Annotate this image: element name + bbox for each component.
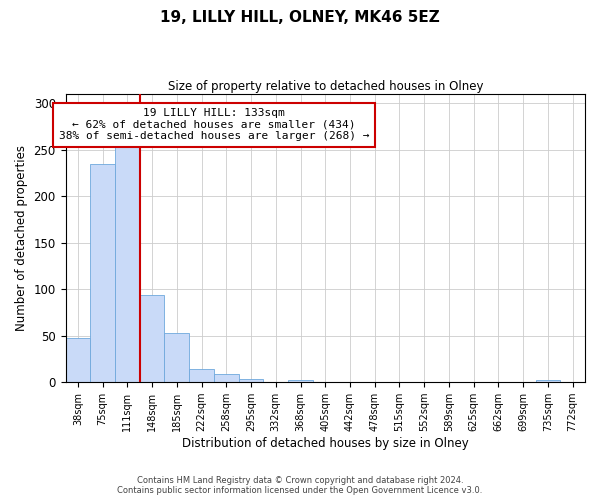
Bar xyxy=(115,147,140,382)
Bar xyxy=(189,369,214,382)
Text: 19 LILLY HILL: 133sqm
← 62% of detached houses are smaller (434)
38% of semi-det: 19 LILLY HILL: 133sqm ← 62% of detached … xyxy=(59,108,369,142)
Bar xyxy=(90,164,115,382)
Bar xyxy=(140,295,164,382)
X-axis label: Distribution of detached houses by size in Olney: Distribution of detached houses by size … xyxy=(182,437,469,450)
Text: Contains HM Land Registry data © Crown copyright and database right 2024.
Contai: Contains HM Land Registry data © Crown c… xyxy=(118,476,482,495)
Bar xyxy=(239,380,263,382)
Bar xyxy=(65,338,90,382)
Y-axis label: Number of detached properties: Number of detached properties xyxy=(15,145,28,331)
Text: 19, LILLY HILL, OLNEY, MK46 5EZ: 19, LILLY HILL, OLNEY, MK46 5EZ xyxy=(160,10,440,25)
Bar xyxy=(288,380,313,382)
Bar xyxy=(536,380,560,382)
Title: Size of property relative to detached houses in Olney: Size of property relative to detached ho… xyxy=(167,80,483,93)
Bar xyxy=(214,374,239,382)
Bar xyxy=(164,333,189,382)
